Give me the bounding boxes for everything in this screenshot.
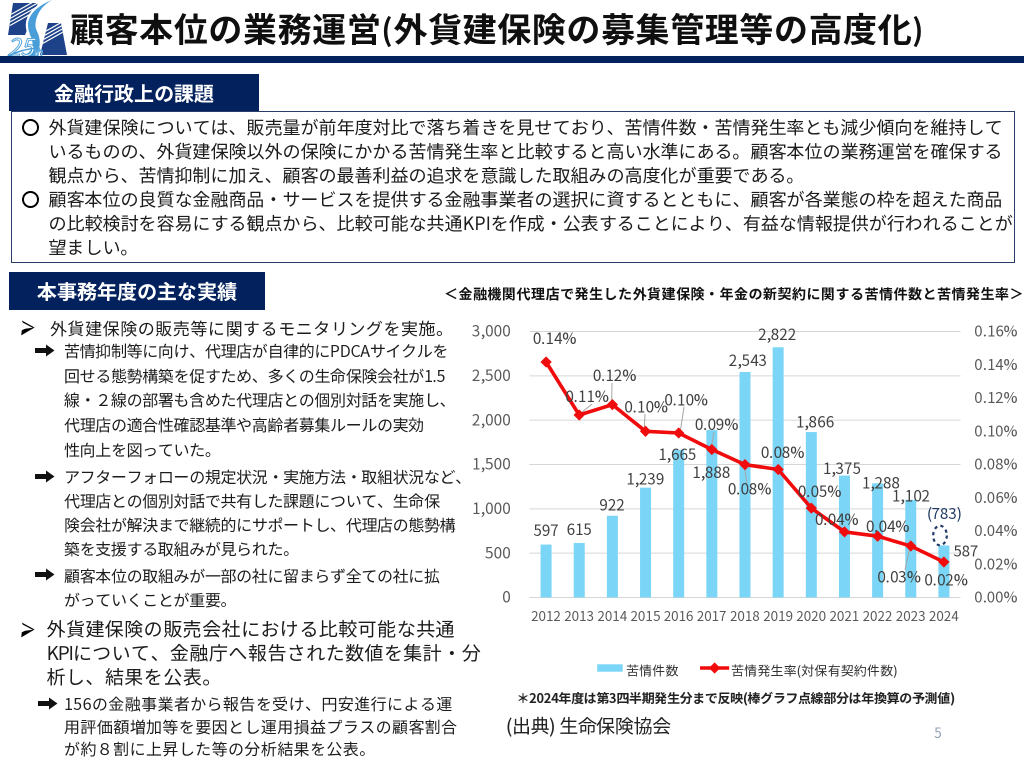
svg-text:2016: 2016 xyxy=(664,605,694,625)
svg-text:2023: 2023 xyxy=(896,605,926,625)
svg-text:2,000: 2,000 xyxy=(472,408,511,430)
svg-text:0.09%: 0.09% xyxy=(695,413,740,435)
svg-text:2014: 2014 xyxy=(598,605,628,625)
svg-text:0.05%: 0.05% xyxy=(798,480,843,502)
svg-text:0: 0 xyxy=(502,586,511,608)
svg-text:25: 25 xyxy=(7,28,36,58)
svg-text:(出典) 生命保険協会: (出典) 生命保険協会 xyxy=(506,712,671,739)
svg-text:2013: 2013 xyxy=(564,605,594,625)
svg-text:597: 597 xyxy=(532,519,558,541)
svg-text:0.00%: 0.00% xyxy=(975,587,1018,608)
svg-text:0.14%: 0.14% xyxy=(533,327,578,349)
svg-text:0.16%: 0.16% xyxy=(975,321,1018,342)
svg-text:2024: 2024 xyxy=(929,605,959,625)
svg-text:922: 922 xyxy=(599,494,624,516)
svg-text:5: 5 xyxy=(934,723,942,743)
svg-text:th: th xyxy=(34,44,43,58)
svg-text:2,500: 2,500 xyxy=(472,364,511,386)
svg-text:0.12%: 0.12% xyxy=(593,364,638,386)
svg-text:3,000: 3,000 xyxy=(472,320,511,342)
svg-text:1,102: 1,102 xyxy=(892,485,930,507)
svg-text:0.10%: 0.10% xyxy=(624,396,669,418)
svg-text:苦情発生率(対保有契約件数): 苦情発生率(対保有契約件数) xyxy=(731,661,898,680)
svg-text:0.02%: 0.02% xyxy=(924,569,969,591)
svg-text:(783): (783) xyxy=(927,503,962,524)
svg-text:2018: 2018 xyxy=(730,605,760,625)
svg-text:1,665: 1,665 xyxy=(658,443,696,465)
svg-text:0.10%: 0.10% xyxy=(664,389,709,411)
svg-text:0.06%: 0.06% xyxy=(975,487,1018,508)
svg-text:1,500: 1,500 xyxy=(472,453,511,475)
svg-text:2,543: 2,543 xyxy=(729,349,767,371)
svg-text:0.04%: 0.04% xyxy=(866,515,911,537)
svg-text:1,866: 1,866 xyxy=(796,411,835,433)
svg-text:0.12%: 0.12% xyxy=(975,387,1018,408)
svg-text:＜金融機関代理店で発生した外貨建保険・年金の新契約に関する苦: ＜金融機関代理店で発生した外貨建保険・年金の新契約に関する苦情件数と苦情発生率＞ xyxy=(444,284,1024,304)
svg-text:0.04%: 0.04% xyxy=(975,520,1018,541)
svg-text:2022: 2022 xyxy=(863,605,893,625)
svg-text:2015: 2015 xyxy=(631,605,661,625)
svg-text:2020: 2020 xyxy=(796,605,826,625)
svg-text:0.04%: 0.04% xyxy=(815,508,860,530)
svg-text:0.08%: 0.08% xyxy=(728,478,773,500)
svg-text:2012: 2012 xyxy=(531,605,561,625)
svg-text:500: 500 xyxy=(485,541,511,563)
svg-text:1,288: 1,288 xyxy=(862,472,901,494)
svg-text:2021: 2021 xyxy=(830,605,860,625)
svg-text:1,375: 1,375 xyxy=(823,457,861,479)
svg-text:1,888: 1,888 xyxy=(692,461,731,483)
svg-text:0.02%: 0.02% xyxy=(975,554,1018,575)
svg-text:0.10%: 0.10% xyxy=(975,420,1018,441)
svg-text:1,239: 1,239 xyxy=(626,468,665,490)
svg-text:0.14%: 0.14% xyxy=(975,354,1018,375)
svg-text:0.11%: 0.11% xyxy=(565,385,610,407)
svg-text:0.08%: 0.08% xyxy=(975,454,1018,475)
svg-text:2017: 2017 xyxy=(697,605,727,625)
svg-text:0.03%: 0.03% xyxy=(877,566,922,588)
svg-text:2019: 2019 xyxy=(763,605,793,625)
svg-text:615: 615 xyxy=(566,518,591,540)
svg-text:587: 587 xyxy=(953,541,979,562)
svg-text:苦情件数: 苦情件数 xyxy=(626,661,679,680)
svg-text:2,822: 2,822 xyxy=(758,323,796,345)
svg-text:＊2024年度は第3四半期発生分まで反映(棒グラフ点線部分は: ＊2024年度は第3四半期発生分まで反映(棒グラフ点線部分は年換算の予測値) xyxy=(517,688,955,707)
svg-text:1,000: 1,000 xyxy=(472,497,511,519)
svg-text:0.08%: 0.08% xyxy=(761,441,806,463)
